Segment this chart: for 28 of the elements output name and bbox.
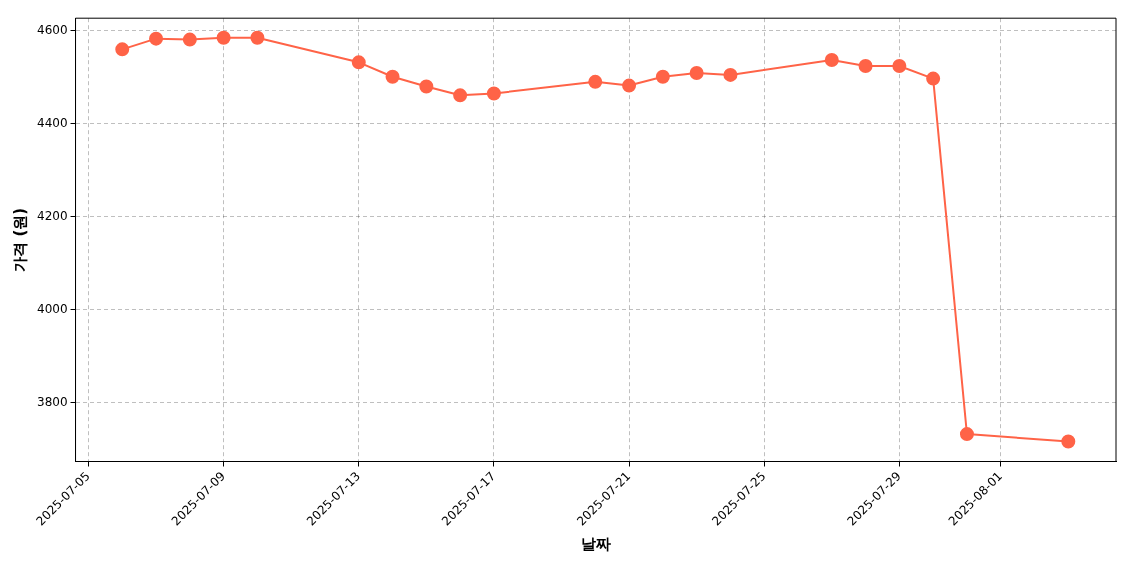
point <box>115 42 130 57</box>
point <box>926 71 941 86</box>
point <box>419 79 434 94</box>
point <box>689 66 704 81</box>
point <box>1061 434 1076 449</box>
x-axis-title: 날짜 <box>580 534 611 553</box>
point <box>959 427 974 442</box>
y-tick-label: 4600 <box>36 22 68 37</box>
point <box>486 86 501 101</box>
point <box>824 53 839 68</box>
point <box>216 30 231 45</box>
y-tick-label: 4400 <box>36 115 68 130</box>
point <box>892 59 907 74</box>
y-tick-label: 3800 <box>36 394 68 409</box>
point <box>622 78 637 93</box>
point <box>351 55 366 70</box>
point <box>453 88 468 103</box>
point <box>723 67 738 82</box>
y-axis-title: 가격 (원) <box>10 207 29 272</box>
y-tick-label: 4000 <box>36 301 68 316</box>
point <box>858 59 873 74</box>
point <box>250 30 265 45</box>
point <box>588 74 603 89</box>
y-tick-label: 4200 <box>36 208 68 223</box>
point <box>385 69 400 84</box>
point <box>149 31 164 46</box>
point <box>655 69 670 84</box>
point <box>182 32 197 47</box>
